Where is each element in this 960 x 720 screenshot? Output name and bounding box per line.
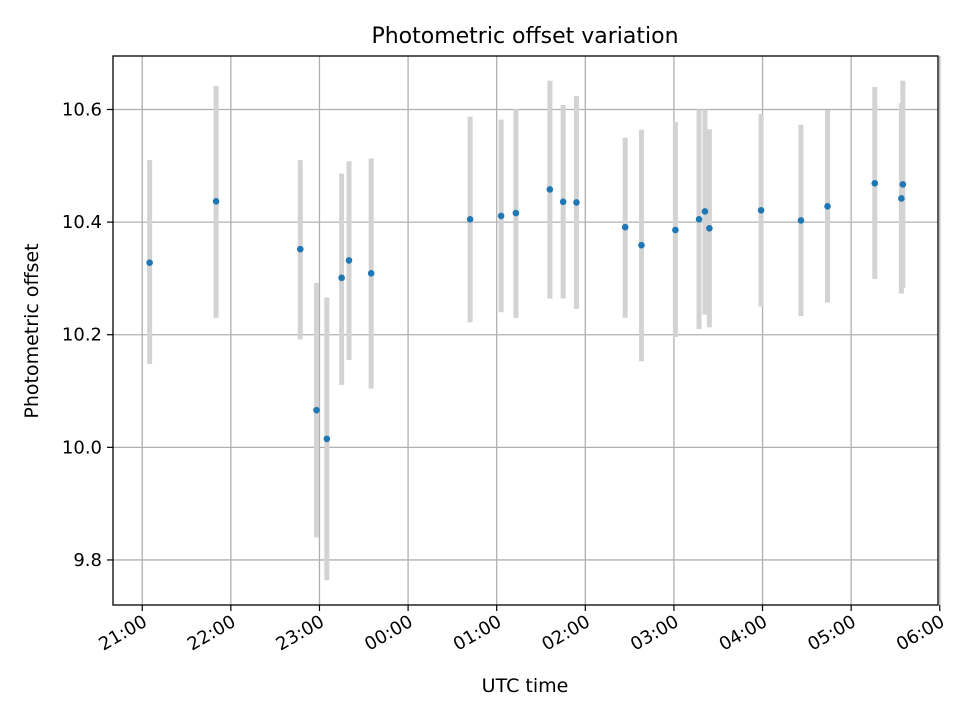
data-point <box>338 274 345 282</box>
data-point <box>573 199 580 206</box>
data-point <box>871 179 879 187</box>
data-point <box>559 198 567 206</box>
x-tick-label: 06:00 <box>893 611 948 655</box>
x-tick-label: 03:00 <box>627 611 682 655</box>
x-tick-label: 05:00 <box>804 611 859 655</box>
data-point <box>512 209 520 217</box>
x-tick-label: 01:00 <box>450 611 505 655</box>
plot-frame <box>112 55 939 606</box>
data-point <box>898 195 905 202</box>
y-tick-label: 9.8 <box>73 550 102 571</box>
x-axis-label: UTC time <box>482 675 569 697</box>
data-point <box>497 212 505 220</box>
error-bars <box>147 80 906 581</box>
x-tick-label: 23:00 <box>273 611 328 655</box>
y-tick-label: 10.6 <box>62 99 102 120</box>
data-point <box>313 406 320 414</box>
data-point <box>797 217 805 224</box>
x-tick-label: 04:00 <box>716 611 771 655</box>
data-point <box>695 215 703 223</box>
data-point <box>466 215 474 223</box>
x-tick-label: 22:00 <box>184 611 239 655</box>
data-point <box>546 186 554 193</box>
data-point <box>296 245 304 253</box>
grid-lines <box>113 56 941 605</box>
x-tick-label: 00:00 <box>361 611 416 655</box>
data-point <box>146 259 153 266</box>
y-tick-label: 10.4 <box>62 212 102 233</box>
y-tick-label: 10.0 <box>62 437 102 458</box>
y-axis-label: Photometric offset <box>21 243 43 418</box>
x-tick-label: 21:00 <box>95 611 150 655</box>
data-point <box>672 226 679 234</box>
data-point <box>212 197 220 205</box>
y-tick-label: 10.2 <box>62 325 102 346</box>
data-point <box>323 435 331 443</box>
chart-title: Photometric offset variation <box>371 24 678 49</box>
data-point <box>367 270 375 277</box>
data-point <box>824 203 831 210</box>
data-point <box>757 206 765 214</box>
data-point <box>706 225 713 232</box>
data-point <box>638 241 645 249</box>
data-points <box>146 179 907 443</box>
y-axis-ticks: 9.8 10.0 10.2 10.4 10.6 <box>62 99 113 571</box>
data-point <box>621 223 629 231</box>
x-tick-label: 02:00 <box>538 611 593 655</box>
data-point <box>899 181 907 188</box>
data-point <box>345 257 353 264</box>
x-axis-ticks: 21:00 22:00 23:00 00:00 01:00 02:00 03:00 04:00… <box>95 605 948 655</box>
data-point <box>701 208 709 215</box>
